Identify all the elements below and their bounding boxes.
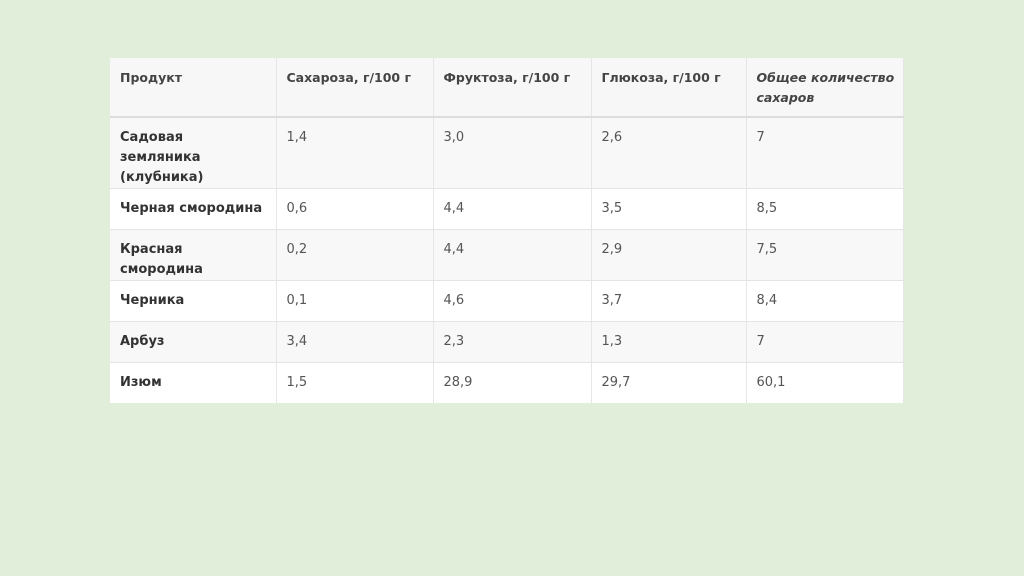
table-row: Садовая земляника (клубника) 1,4 3,0 2,6 7 [110,116,904,189]
sugar-table: Продукт Сахароза, г/100 г Фруктоза, г/100 … [110,58,904,403]
product-cell: Изюм [110,362,277,403]
value-cell: 8,5 [746,188,904,230]
table-row: Красная смородина 0,2 4,4 2,9 7,5 [110,229,904,281]
value-cell: 3,0 [433,116,592,189]
value-cell: 7,5 [746,229,904,281]
header-cell: Продукт [110,58,277,118]
value-cell: 0,1 [276,280,434,322]
product-cell: Арбуз [110,321,277,363]
header-row: Продукт Сахароза, г/100 г Фруктоза, г/100 … [110,58,904,118]
value-cell: 60,1 [746,362,904,403]
value-cell: 1,4 [276,116,434,189]
value-cell: 7 [746,321,904,363]
product-cell: Садовая земляника (клубника) [110,116,277,189]
header-cell: Общее количество сахаров [746,58,904,118]
value-cell: 7 [746,116,904,189]
value-cell: 0,6 [276,188,434,230]
table-row: Арбуз 3,4 2,3 1,3 7 [110,321,904,363]
value-cell: 3,5 [591,188,747,230]
value-cell: 4,4 [433,229,592,281]
table-row: Черная смородина 0,6 4,4 3,5 8,5 [110,188,904,230]
value-cell: 2,9 [591,229,747,281]
value-cell: 0,2 [276,229,434,281]
value-cell: 2,6 [591,116,747,189]
value-cell: 2,3 [433,321,592,363]
header-cell: Фруктоза, г/100 г [433,58,592,118]
header-cell: Глюкоза, г/100 г [591,58,747,118]
product-cell: Красная смородина [110,229,277,281]
value-cell: 3,4 [276,321,434,363]
product-cell: Черная смородина [110,188,277,230]
header-cell: Сахароза, г/100 г [276,58,434,118]
value-cell: 8,4 [746,280,904,322]
product-cell: Черника [110,280,277,322]
table-row: Изюм 1,5 28,9 29,7 60,1 [110,362,904,403]
value-cell: 28,9 [433,362,592,403]
table-row: Черника 0,1 4,6 3,7 8,4 [110,280,904,322]
value-cell: 29,7 [591,362,747,403]
value-cell: 1,5 [276,362,434,403]
value-cell: 3,7 [591,280,747,322]
value-cell: 1,3 [591,321,747,363]
table-body: Садовая земляника (клубника) 1,4 3,0 2,6 7 Че… [110,116,904,403]
value-cell: 4,6 [433,280,592,322]
value-cell: 4,4 [433,188,592,230]
